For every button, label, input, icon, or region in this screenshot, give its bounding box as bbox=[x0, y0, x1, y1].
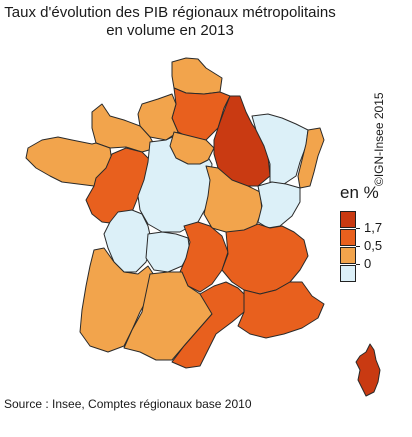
legend: en % 1,7 0,5 0 bbox=[340, 183, 408, 293]
legend-tick bbox=[356, 246, 360, 247]
source-note: Source : Insee, Comptes régionaux base 2… bbox=[4, 397, 252, 411]
region-corse[interactable] bbox=[355, 343, 381, 397]
region-champagne-ardenne[interactable] bbox=[213, 95, 271, 187]
legend-title: en % bbox=[340, 183, 379, 202]
region-nord-pas-de-calais[interactable] bbox=[171, 57, 223, 95]
copyright-notice: ©IGN-Insee 2015 bbox=[372, 36, 386, 186]
copyright-text: ©IGN-Insee 2015 bbox=[372, 92, 386, 186]
legend-threshold-label: 0,5 bbox=[364, 238, 383, 253]
corsica-inset bbox=[355, 343, 381, 397]
legend-tick bbox=[356, 228, 360, 229]
region-poitou-charentes[interactable] bbox=[103, 209, 153, 273]
france-regions-map bbox=[25, 57, 325, 369]
region-auvergne[interactable] bbox=[179, 221, 229, 293]
region-haute-normandie[interactable] bbox=[137, 93, 179, 141]
region-rhone-alpes[interactable] bbox=[221, 223, 309, 295]
region-aquitaine[interactable] bbox=[79, 247, 157, 353]
legend-threshold-label: 1,7 bbox=[364, 220, 383, 235]
legend-swatch-medium bbox=[340, 247, 356, 264]
region-lorraine[interactable] bbox=[251, 113, 309, 185]
legend-tick bbox=[356, 264, 360, 265]
legend-swatch-high bbox=[340, 229, 356, 246]
legend-threshold-label: 0 bbox=[364, 256, 372, 271]
legend-swatch-highest bbox=[340, 211, 356, 228]
region-alsace[interactable] bbox=[297, 127, 325, 189]
title-line-1: Taux d'évolution des PIB régionaux métro… bbox=[4, 4, 336, 21]
legend-swatch-low bbox=[340, 265, 356, 282]
region-paca[interactable] bbox=[237, 281, 325, 339]
title-line-2: en volume en 2013 bbox=[106, 22, 234, 39]
region-franche-comte[interactable] bbox=[257, 181, 301, 229]
region-ile-de-france[interactable] bbox=[169, 131, 215, 165]
map-title: Taux d'évolution des PIB régionaux métro… bbox=[0, 4, 340, 40]
region-languedoc-roussillon[interactable] bbox=[171, 281, 247, 369]
